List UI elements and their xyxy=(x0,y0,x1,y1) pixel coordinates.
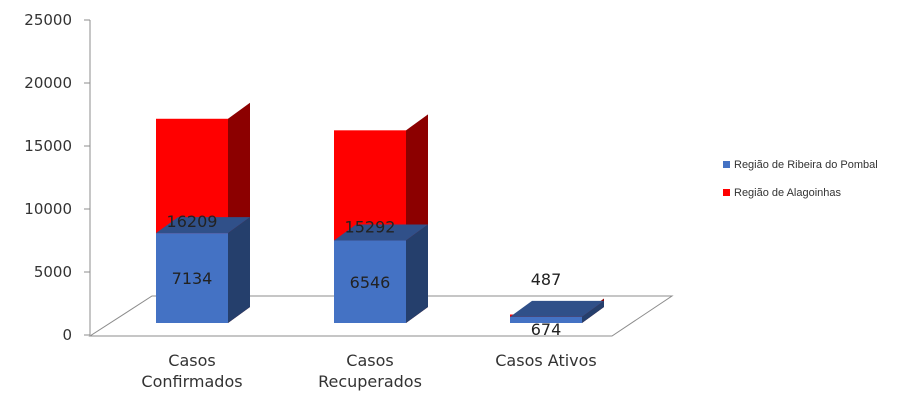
data-label: 6546 xyxy=(350,273,391,292)
category-label: Casos Recuperados xyxy=(318,351,422,391)
legend-label: Região de Alagoinhas xyxy=(734,187,842,199)
data-label: 7134 xyxy=(172,269,213,288)
data-label: 15292 xyxy=(345,218,396,237)
category-label-line: Recuperados xyxy=(318,372,422,391)
bar-segment-side xyxy=(582,300,604,323)
bar-segment-top xyxy=(510,300,604,317)
category-labels-group: Casos Confirmados Casos Recuperados Casos At… xyxy=(141,351,596,391)
legend-swatch xyxy=(723,161,730,168)
category-label-line: Casos xyxy=(346,351,393,370)
category-label-line: Casos xyxy=(168,351,215,370)
y-tick-label: 20000 xyxy=(24,74,72,92)
bars-group xyxy=(156,102,604,323)
y-tick-label: 25000 xyxy=(24,11,72,29)
category-label: Casos Confirmados xyxy=(141,351,242,391)
y-axis-group: 0 5000 10000 15000 20000 25000 xyxy=(24,11,91,344)
category-label: Casos Ativos xyxy=(495,351,597,370)
data-label: 674 xyxy=(531,320,562,339)
y-tick-label: 15000 xyxy=(24,137,72,155)
data-labels-group: 16209 7134 15292 6546 674 487 xyxy=(167,212,562,339)
category-label-line: Confirmados xyxy=(141,372,242,391)
y-tick-label: 10000 xyxy=(24,200,72,218)
legend-swatch xyxy=(723,189,730,196)
legend: Região de Ribeira do Pombal Região de Ala… xyxy=(723,159,878,199)
bar-segment-front xyxy=(156,233,228,323)
legend-label: Região de Ribeira do Pombal xyxy=(734,159,878,171)
data-label: 16209 xyxy=(167,212,218,231)
bar-segment-top xyxy=(334,224,428,241)
bar-segment-side xyxy=(228,217,250,323)
bar-segment-front xyxy=(334,240,406,323)
category-label-line: Casos Ativos xyxy=(495,351,597,370)
y-tick-label: 0 xyxy=(62,326,72,344)
bar-segment-top xyxy=(156,217,250,234)
bar-segment-front xyxy=(510,316,582,323)
bar-segment-side xyxy=(406,224,428,323)
data-label: 487 xyxy=(531,270,562,289)
y-tick-label: 5000 xyxy=(34,263,72,281)
